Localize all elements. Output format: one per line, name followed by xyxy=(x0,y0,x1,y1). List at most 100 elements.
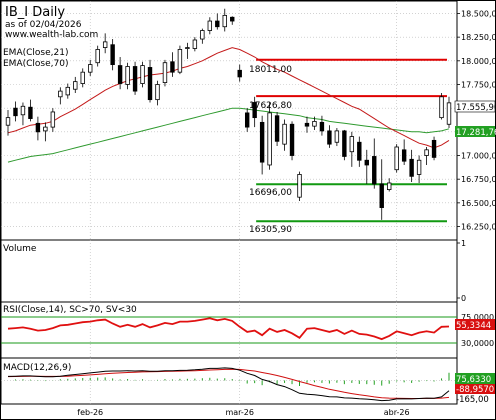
candle-body xyxy=(117,65,123,84)
candle-body xyxy=(259,121,265,163)
candle-body xyxy=(177,49,183,73)
candle xyxy=(349,131,355,167)
candle-body xyxy=(304,122,310,127)
candle xyxy=(117,57,123,90)
candle xyxy=(379,159,384,220)
price-tick-label: 16.500,00 xyxy=(461,199,496,208)
macd-hist-badge xyxy=(455,373,495,384)
candle xyxy=(312,116,317,130)
candle xyxy=(140,61,145,88)
date-axis: feb-26 mar-26 abr-26 xyxy=(77,408,409,417)
last-price-badge xyxy=(454,100,496,113)
macd-hist-value: 75,6330 xyxy=(456,375,491,385)
candle-body xyxy=(230,16,235,22)
volume-tick-label: 0 xyxy=(461,294,466,303)
candle-body xyxy=(401,149,407,162)
candle-body xyxy=(282,123,287,145)
price-tick-label: 18.500,00 xyxy=(461,9,496,18)
macd-pane-frame[interactable] xyxy=(0,357,458,405)
candle-body xyxy=(207,20,213,31)
candle xyxy=(132,61,138,95)
candle-body xyxy=(409,158,414,177)
rsi-panel xyxy=(1,316,457,344)
candle-body xyxy=(267,112,272,166)
candle xyxy=(155,80,160,106)
candle xyxy=(282,119,287,151)
rsi-value: 55,3344 xyxy=(456,321,491,331)
candle-body xyxy=(431,139,437,158)
candle xyxy=(304,116,310,133)
price-tick-label: 18.250,00 xyxy=(461,33,496,42)
volume-pane-frame[interactable] xyxy=(0,239,458,303)
candle-body xyxy=(289,123,295,156)
candle xyxy=(125,62,130,90)
candle xyxy=(28,99,33,122)
candle-body xyxy=(387,182,392,191)
candle-body xyxy=(155,84,160,101)
level-label-18011: 18011,00 xyxy=(249,65,292,75)
candle xyxy=(215,13,220,30)
candle xyxy=(88,59,93,76)
last-price-value: 17.555,90 xyxy=(456,103,496,113)
source-label: www.wealth-lab.com xyxy=(5,30,98,40)
macd-label: MACD(12,26,9) xyxy=(3,363,71,373)
candle-body xyxy=(215,20,220,28)
candle xyxy=(431,136,437,161)
candle xyxy=(102,33,108,54)
candle-body xyxy=(439,96,444,119)
candle xyxy=(289,121,295,161)
candle xyxy=(58,87,63,105)
candle-body xyxy=(162,62,168,83)
candle-body xyxy=(244,112,250,128)
candle-body xyxy=(58,90,63,98)
price-tick-label: 17.000,00 xyxy=(461,152,496,161)
candle-body xyxy=(222,14,227,28)
candle xyxy=(222,8,227,32)
candle-body xyxy=(147,67,153,101)
candle-body xyxy=(132,66,138,92)
ema-lines xyxy=(7,47,450,163)
candle xyxy=(237,64,242,82)
candle xyxy=(43,122,48,142)
candle xyxy=(200,28,205,44)
candle-body xyxy=(416,159,422,175)
ema70-line xyxy=(7,107,450,163)
candle-body xyxy=(73,81,78,90)
candle xyxy=(185,42,190,59)
rsi-tick-label: 30,0000 xyxy=(461,339,494,348)
volume-label: Volume xyxy=(3,244,37,254)
rsi-pane-frame[interactable] xyxy=(0,301,458,359)
candle xyxy=(394,144,399,173)
candle-body xyxy=(185,47,190,49)
candle-body xyxy=(349,136,355,153)
candle xyxy=(244,108,250,132)
rsi-line xyxy=(7,317,450,341)
candle xyxy=(319,115,325,136)
candle xyxy=(35,116,41,141)
candle-body xyxy=(237,69,242,78)
candle xyxy=(259,115,265,175)
candle xyxy=(50,108,56,132)
macd-badge xyxy=(455,384,495,394)
candle xyxy=(274,111,280,147)
level-label-16696: 16696,00 xyxy=(249,188,292,198)
candle xyxy=(372,138,377,189)
price-tick-label: 18.000,00 xyxy=(461,57,496,66)
candlesticks xyxy=(5,8,452,220)
candle-body xyxy=(394,146,399,171)
ema70-badge xyxy=(455,126,495,137)
candle xyxy=(424,146,429,165)
candle-body xyxy=(140,65,145,84)
ema21-line xyxy=(7,47,450,149)
price-tick-label: 16.750,00 xyxy=(461,175,496,184)
rsi-label: RSI(Close,14), SC>70, SV<30 xyxy=(3,305,137,315)
candle xyxy=(110,39,115,71)
candle xyxy=(170,52,175,77)
horizontal-levels xyxy=(256,58,447,223)
level-label-17626: 17626,80 xyxy=(249,101,292,111)
candle xyxy=(252,96,257,128)
candle-body xyxy=(80,71,85,84)
candle-body xyxy=(20,105,26,116)
ema21-legend: EMA(Close,21) xyxy=(3,48,68,58)
candle xyxy=(439,93,444,120)
